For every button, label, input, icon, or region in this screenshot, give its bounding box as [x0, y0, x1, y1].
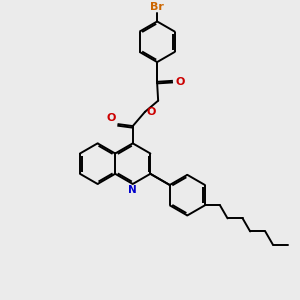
Text: O: O [106, 112, 116, 123]
Text: O: O [175, 77, 184, 87]
Text: N: N [128, 185, 137, 195]
Text: O: O [147, 107, 156, 117]
Text: Br: Br [150, 2, 164, 12]
